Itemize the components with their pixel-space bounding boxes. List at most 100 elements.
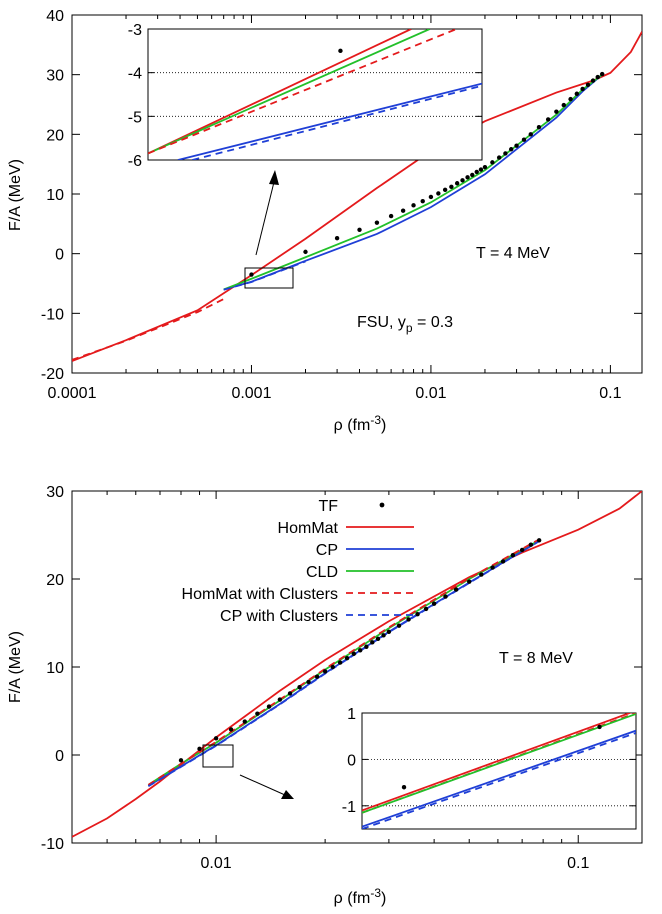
bottom-tf-point <box>287 691 293 696</box>
top-x-tick-label: 0.001 <box>231 385 271 402</box>
legend-label: CLD <box>306 564 338 581</box>
top-tf-point <box>590 78 596 83</box>
top-zoom-arrowhead <box>269 170 279 185</box>
bottom-tf-point <box>314 674 320 679</box>
top-inset-series-cp <box>177 82 482 160</box>
bottom-inset-content: -1 0 1 <box>342 706 636 829</box>
bottom-zoom-arrowhead <box>281 790 294 799</box>
bottom-series-hommat-with-clusters <box>147 538 540 786</box>
top-tf-point <box>521 137 527 142</box>
top-inset-tf-point <box>338 48 343 54</box>
bottom-inset-series-group <box>362 713 636 829</box>
bottom-tf-point <box>467 579 472 584</box>
bottom-y-tick-label: 0 <box>55 748 64 765</box>
top-tf-point <box>554 109 559 114</box>
bottom-tf-point <box>242 719 247 724</box>
bottom-tf-point <box>500 559 506 564</box>
top-inset-y-tick-label: -6 <box>128 153 142 170</box>
bottom-tf-point <box>228 727 234 732</box>
bottom-tf-point <box>443 594 448 599</box>
bottom-tf-point <box>381 633 386 638</box>
bottom-x-tick-label: 0.01 <box>201 855 232 872</box>
top-y-tick-label: 40 <box>46 8 64 25</box>
top-inset-series-group <box>148 29 482 160</box>
bottom-tf-points <box>178 538 542 763</box>
bottom-tf-point <box>519 547 525 553</box>
bottom-inset-frame <box>361 712 637 830</box>
bottom-tf-point <box>197 746 202 752</box>
top-tf-point <box>249 272 254 277</box>
top-tf-point <box>568 96 573 102</box>
bottom-tf-point <box>297 685 302 690</box>
legend-swatch-tf <box>379 502 385 508</box>
top-tf-point <box>585 82 591 88</box>
bottom-zoom-box <box>202 744 234 768</box>
legend-label: TF <box>318 498 338 515</box>
top-inset-frame <box>147 28 483 161</box>
bottom-y-tick-label: 20 <box>46 572 64 589</box>
bottom-tf-point <box>490 565 495 570</box>
bottom-inset-y-tick-label: 1 <box>347 706 356 723</box>
bottom-tf-point <box>396 623 402 628</box>
bottom-tf-point <box>330 664 335 670</box>
top-zoom-box <box>244 267 294 289</box>
bottom-tf-point <box>306 679 311 685</box>
top-tf-point <box>482 164 488 170</box>
top-tf-point <box>561 102 566 108</box>
top-tf-point <box>508 147 514 152</box>
bottom-inset-y-tick-label: 0 <box>347 752 356 769</box>
bottom-tf-point <box>453 587 459 592</box>
top-inset-series-cld <box>148 29 431 155</box>
bottom-annotation-temperature: T = 8 MeV <box>499 650 573 667</box>
top-tf-point <box>303 249 308 255</box>
bottom-tf-point <box>479 572 484 577</box>
bottom-zoom-arrow <box>239 774 286 796</box>
bottom-tf-point <box>386 629 392 634</box>
bottom-tf-point <box>528 542 534 547</box>
top-y-tick-label: 0 <box>55 247 64 264</box>
bottom-tf-point <box>431 601 437 606</box>
top-tf-point <box>545 117 551 122</box>
bottom-tf-point <box>375 636 381 642</box>
bottom-x-tick-label: 0.1 <box>567 855 589 872</box>
top-x-tick-label: 0.01 <box>415 385 446 402</box>
top-annotation-temperature: T = 4 MeV <box>476 245 550 262</box>
top-tf-point <box>574 91 580 96</box>
top-tf-point <box>436 191 441 196</box>
bottom-tf-point <box>510 553 516 558</box>
top-tf-point <box>465 175 470 180</box>
top-y-tick-label: 30 <box>46 68 64 85</box>
top-x-axis-label: ρ (fm-3) <box>334 413 387 434</box>
top-tf-point <box>388 213 394 219</box>
top-tf-point <box>428 194 434 200</box>
top-x-tick-label: 0.1 <box>599 385 621 402</box>
top-series-hommat-with-clusters <box>72 298 225 361</box>
top-annotation-fsu-sub: p <box>406 321 413 335</box>
top-inset-y-tick-label: -4 <box>128 66 142 83</box>
bottom-inset: -1 0 1 <box>342 706 637 830</box>
top-y-tick-label: 20 <box>46 127 64 144</box>
bottom-tf-point <box>415 612 420 617</box>
top-tf-point <box>478 167 484 172</box>
top-tf-point <box>411 203 416 208</box>
top-tf-point <box>580 86 585 92</box>
top-series-cld <box>223 73 603 291</box>
bottom-tf-point <box>536 538 542 543</box>
top-inset-series-hommat <box>148 29 412 155</box>
bottom-y-axis-label: F/A (MeV) <box>7 631 24 703</box>
top-y-axis-label: F/A (MeV) <box>7 159 24 231</box>
bottom-tf-point <box>423 606 429 612</box>
bottom-y-tick-label: -10 <box>41 836 64 853</box>
top-tf-point <box>357 227 362 232</box>
top-tf-point <box>595 74 600 80</box>
top-tf-point <box>514 143 519 148</box>
top-y-tick-label: 10 <box>46 187 64 204</box>
top-tf-point <box>599 71 605 77</box>
top-series-cp-with-clusters <box>223 260 306 291</box>
bottom-inset-tf-point <box>597 724 602 730</box>
top-tf-point <box>454 181 460 186</box>
top-inset-content: -6 -5 -4 -3 <box>128 22 482 170</box>
top-zoom-arrow <box>255 177 276 256</box>
top-inset-y-tick-label: -5 <box>128 109 142 126</box>
